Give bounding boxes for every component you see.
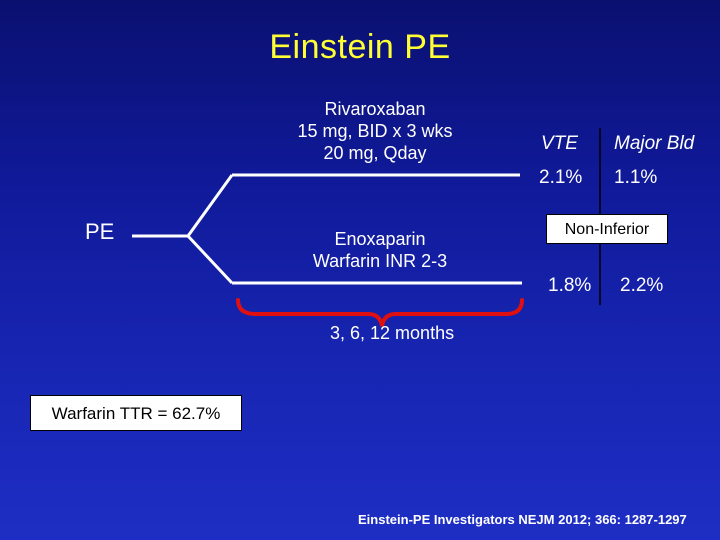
slide-title: Einstein PE <box>269 28 451 66</box>
major-bleed-header: Major Bld <box>614 133 695 154</box>
rivaroxaban-name: Rivaroxaban <box>324 99 426 119</box>
enoxaparin-bleed-value: 2.2% <box>620 275 664 296</box>
vte-header: VTE <box>541 133 578 154</box>
fork-upper-line <box>186 174 234 237</box>
rivaroxaban-bleed-value: 1.1% <box>614 167 658 188</box>
non-inferior-badge: Non-Inferior <box>546 214 668 244</box>
pe-label: PE <box>85 219 115 244</box>
warfarin-regimen: Warfarin INR 2-3 <box>312 251 448 271</box>
duration-brace <box>236 298 524 327</box>
enoxaparin-vte-value: 1.8% <box>548 275 592 296</box>
rivaroxaban-dose-1: 15 mg, BID x 3 wks <box>297 121 453 141</box>
rivaroxaban-arm-label: Rivaroxaban 15 mg, BID x 3 wks 20 mg, Qd… <box>270 98 480 164</box>
rivaroxaban-dose-2: 20 mg, Qday <box>323 143 427 163</box>
treatment-duration: 3, 6, 12 months <box>330 323 455 343</box>
citation: Einstein-PE Investigators NEJM 2012; 366… <box>358 512 687 527</box>
enoxaparin-arm-label: Enoxaparin Warfarin INR 2-3 <box>275 228 485 272</box>
enoxaparin-name: Enoxaparin <box>334 229 426 249</box>
fork-lower-line <box>186 234 234 285</box>
rivaroxaban-vte-value: 2.1% <box>539 167 583 188</box>
warfarin-ttr-box: Warfarin TTR = 62.7% <box>30 395 242 431</box>
